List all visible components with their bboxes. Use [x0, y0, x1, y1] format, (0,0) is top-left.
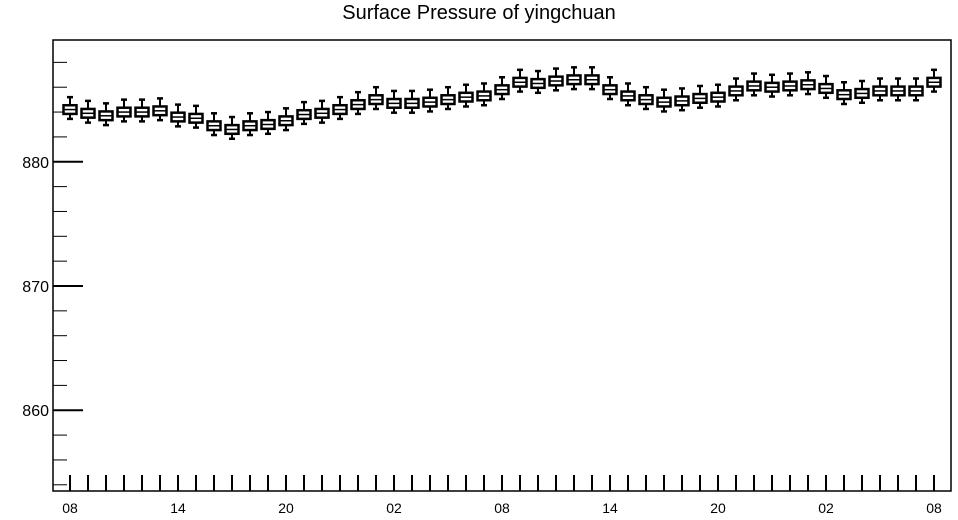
x-tick-label: 08 [62, 500, 78, 516]
x-tick-label: 20 [278, 500, 294, 516]
y-tick-label: 860 [22, 403, 49, 420]
x-tick-label: 20 [710, 500, 726, 516]
x-tick-label: 08 [926, 500, 942, 516]
x-tick-label: 02 [818, 500, 834, 516]
x-tick-label: 08 [494, 500, 510, 516]
x-tick-label: 14 [602, 500, 618, 516]
y-tick-label: 870 [22, 279, 49, 296]
chart-title: Surface Pressure of yingchuan [342, 2, 616, 24]
y-tick-label: 880 [22, 155, 49, 172]
x-tick-label: 14 [170, 500, 186, 516]
plot-frame [52, 39, 952, 492]
x-tick-label: 02 [386, 500, 402, 516]
